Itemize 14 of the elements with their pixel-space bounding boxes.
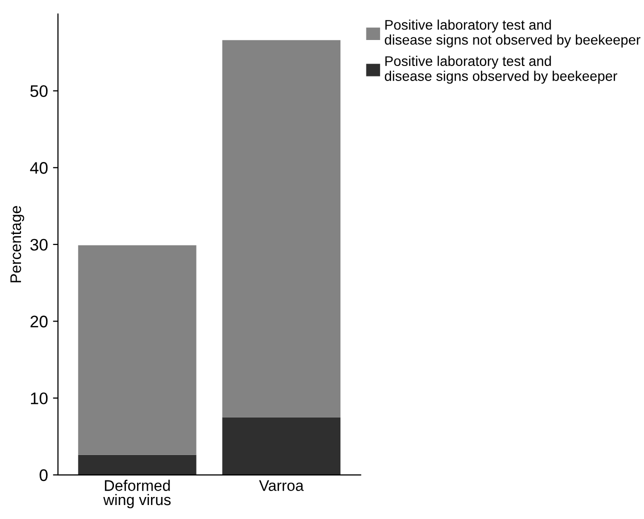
legend-label: Positive laboratory test and disease signs not observed by beekeeper [384, 20, 640, 48]
y-tick-label: 40 [30, 162, 48, 174]
y-tick-label: 30 [30, 238, 48, 251]
bar [222, 417, 340, 475]
y-axis-title: Percentage [10, 206, 24, 282]
bar [78, 245, 196, 455]
y-tick-label: 0 [40, 469, 48, 482]
y-tick-label: 50 [30, 85, 48, 98]
legend-label: Positive laboratory test and disease signs observed by beekeeper [384, 56, 618, 84]
y-tick-label: 10 [30, 392, 48, 404]
x-tick-label: Deformed wing virus [103, 480, 171, 508]
x-tick-label: Varroa [259, 480, 304, 491]
y-tick-label: 20 [30, 316, 48, 328]
bar [78, 454, 196, 475]
